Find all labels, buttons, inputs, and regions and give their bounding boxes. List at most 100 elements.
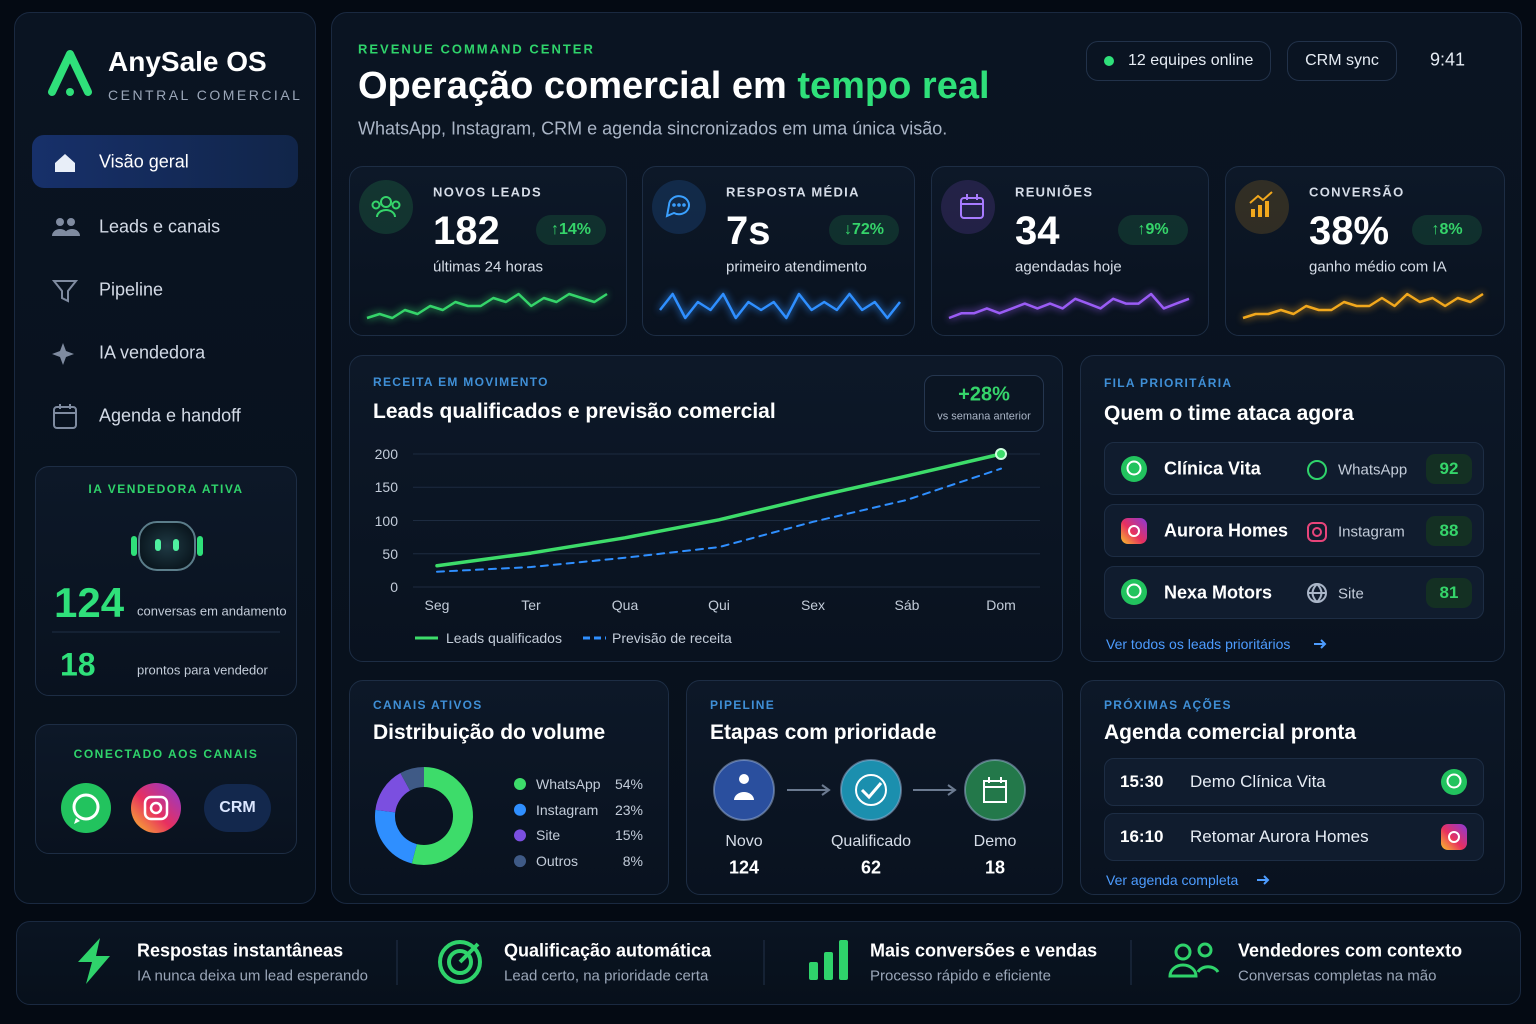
donut-slice (375, 773, 411, 813)
page-title: Operação comercial em tempo real (358, 65, 990, 109)
growth-value: +28% (958, 383, 1010, 406)
stage-value: 124 (728, 857, 760, 878)
legend-label: Leads qualificados (446, 629, 562, 646)
end-point (995, 448, 1007, 460)
y-tick-label: 0 (390, 578, 398, 595)
legend-value: 23% (614, 801, 643, 818)
sparkline (659, 292, 901, 320)
link-arrow (1314, 639, 1327, 649)
nav-item[interactable]: IA vendedora (99, 342, 206, 363)
card-title: IA VENDEDORA ATIVA (88, 482, 244, 497)
kpi-note: primeiro atendimento (726, 258, 867, 276)
kpi-note: ganho médio com IA (1309, 258, 1447, 276)
lead-channel: Instagram (1338, 523, 1405, 541)
lead-name: Nexa Motors (1164, 582, 1273, 603)
x-tick-label: Seg (424, 596, 450, 613)
kpi-icon-bg (652, 180, 706, 234)
status-text: 12 equipes online (1128, 51, 1254, 69)
queue-row[interactable] (1104, 442, 1484, 495)
card-title: CONECTADO AOS CANAIS (73, 747, 259, 762)
stage-icon (860, 782, 883, 800)
lead-channel: Site (1338, 585, 1364, 603)
kpi-value: 7s (726, 209, 771, 253)
card-title: Leads qualificados e previsão comercial (373, 399, 776, 423)
card-title: Quem o time ataca agora (1104, 401, 1354, 425)
stat-label: prontos para vendedor (137, 662, 268, 678)
kpi-value: 34 (1015, 209, 1060, 253)
x-tick-label: Dom (986, 596, 1016, 613)
whatsapp-icon (1441, 769, 1467, 795)
nav-item[interactable]: Leads e canais (99, 216, 221, 237)
lead-name: Clínica Vita (1164, 458, 1261, 479)
y-tick-label: 50 (382, 545, 398, 562)
sparkline (366, 292, 608, 320)
stage-label: Novo (725, 832, 763, 850)
eyebrow: REVENUE COMMAND CENTER (358, 41, 595, 57)
whatsapp-icon (1121, 579, 1147, 605)
status-pill (1086, 41, 1271, 81)
status-dot (1104, 56, 1114, 66)
y-tick-label: 100 (374, 512, 398, 529)
stage-circle (840, 759, 902, 821)
queue-row[interactable] (1104, 566, 1484, 619)
sync-button[interactable]: CRM sync (1287, 41, 1397, 81)
link[interactable]: Ver todos os leads prioritários (1106, 635, 1291, 652)
growth-badge (924, 375, 1044, 432)
stage-value: 18 (984, 857, 1006, 878)
eyebrow: PRÓXIMAS AÇÕES (1104, 698, 1232, 713)
brand-tagline: CENTRAL COMERCIAL (108, 86, 303, 103)
feature-title: Respostas instantâneas (137, 940, 344, 961)
eyebrow: CANAIS ATIVOS (373, 698, 483, 713)
stage-label: Demo (973, 832, 1017, 850)
sparkline (1242, 292, 1484, 320)
whatsapp-icon (1121, 456, 1147, 482)
lead-channel: WhatsApp (1338, 461, 1408, 479)
subtitle: WhatsApp, Instagram, CRM e agenda sincro… (358, 118, 948, 139)
legend-label: WhatsApp (536, 775, 601, 792)
kpi-card (349, 166, 627, 336)
logo-dot (66, 88, 74, 96)
agenda-row[interactable] (1104, 813, 1484, 861)
y-tick-label: 200 (374, 445, 398, 462)
team-icon (1168, 942, 1220, 978)
nav-item[interactable]: Visão geral (99, 151, 189, 172)
stage-circle (964, 759, 1026, 821)
feature-bar (16, 921, 1521, 1005)
nav-item[interactable]: Agenda e handoff (99, 405, 241, 426)
meetings-icon (960, 194, 984, 219)
growth-note: vs semana anterior (937, 410, 1031, 423)
lead-score: 81 (1426, 578, 1472, 608)
channel-icons (1307, 460, 1327, 603)
agenda-time: 16:10 (1120, 827, 1164, 847)
link-arrow (1257, 875, 1270, 885)
legend-dot (514, 855, 526, 868)
instagram-icon (131, 783, 181, 833)
stage-icon (855, 774, 887, 806)
legend-value: 54% (614, 775, 643, 792)
flow-arrow (913, 784, 957, 796)
eyebrow: PIPELINE (710, 698, 776, 713)
robot-icon (131, 521, 203, 571)
queue-row[interactable] (1104, 504, 1484, 557)
kpi-change: ↑8% (1412, 215, 1482, 245)
filter-icon (51, 280, 79, 303)
agenda-label: Demo Clínica Vita (1190, 772, 1326, 792)
kpi-label: RESPOSTA MÉDIA (726, 184, 860, 200)
agenda-row[interactable] (1104, 758, 1484, 806)
kpi-change: ↑9% (1118, 215, 1188, 245)
stat-value: 124 (54, 578, 125, 626)
kpi-value: 38% (1309, 209, 1390, 253)
feature-title: Mais conversões e vendas (870, 940, 1098, 961)
series-line (436, 467, 1002, 573)
feature-subtitle: IA nunca deixa um lead esperando (137, 967, 368, 985)
kpi-card (1225, 166, 1505, 336)
nav-item[interactable]: Pipeline (99, 279, 164, 300)
kpi-note: agendadas hoje (1015, 258, 1122, 276)
bars-icon (809, 940, 848, 980)
bolt-icon (78, 938, 110, 984)
donut-slice (411, 767, 473, 865)
legend-value: 8% (622, 853, 643, 870)
feature-dividers (396, 940, 1132, 985)
brand-name: AnySale OS (108, 45, 267, 77)
link[interactable]: Ver agenda completa (1106, 871, 1239, 888)
